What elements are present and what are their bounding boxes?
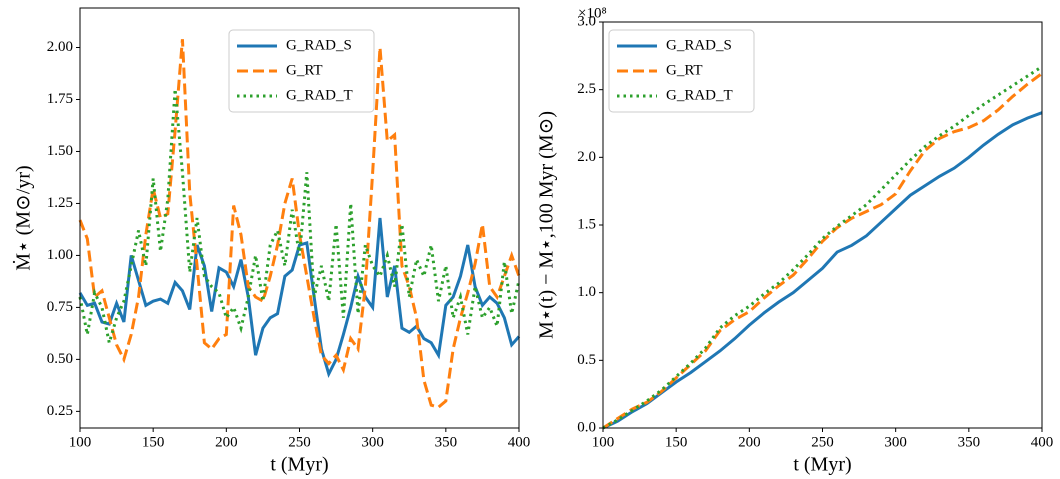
y-tick-label: 1.25 [47,195,73,211]
x-axis-label: t (Myr) [270,454,328,476]
x-tick-label: 300 [361,434,384,450]
y-tick-label: 1.75 [47,91,73,107]
legend-label: G_RAD_S [666,37,732,53]
x-tick-label: 200 [215,434,238,450]
x-tick-label: 150 [665,434,688,450]
legend-label: G_RT [286,62,323,78]
y-multiplier: ×10⁸ [578,5,607,21]
x-tick-label: 350 [435,434,458,450]
y-tick-label: 0.25 [47,403,73,419]
legend-label: G_RAD_T [286,87,353,103]
data-line [78,217,521,379]
data-line [602,65,1043,430]
y-tick-label: 2.0 [577,149,596,165]
y-axis-label: M⋆(t) − M⋆,100 Myr (M⊙) [536,111,558,339]
x-axis-label: t (Myr) [793,454,851,476]
x-tick-label: 100 [592,434,615,450]
y-tick-label: 2.5 [577,81,596,97]
legend-box [608,29,755,113]
x-tick-label: 300 [884,434,907,450]
y-tick-label: 0.0 [577,419,596,435]
legend-box [228,29,375,113]
y-tick-label: 1.00 [47,247,73,263]
legend-label: G_RAD_S [286,37,352,53]
y-tick-label: 2.00 [47,39,73,55]
x-tick-label: 350 [958,434,981,450]
data-line [78,88,521,344]
y-tick-label: 3.0 [577,13,596,29]
legend-label: G_RT [666,62,703,78]
data-line [602,111,1043,430]
y-axis-label: Ṁ⋆ (M⊙/yr) [12,165,35,270]
plot [602,65,1043,430]
legend-label: G_RAD_T [666,87,733,103]
y-tick-label: 1.0 [577,284,596,300]
y-tick-label: 1.50 [47,143,73,159]
x-tick-label: 250 [811,434,834,450]
x-tick-label: 200 [738,434,761,450]
x-tick-label: 250 [288,434,311,450]
y-tick-label: 1.5 [577,216,596,232]
data-line [602,72,1043,430]
x-tick-label: 400 [508,434,531,450]
y-tick-label: 0.50 [47,351,73,367]
x-tick-label: 100 [69,434,92,450]
y-tick-label: 0.75 [47,299,73,315]
y-tick-label: 0.5 [577,352,596,368]
x-tick-label: 150 [142,434,165,450]
x-tick-label: 400 [1031,434,1054,450]
plot [78,39,521,409]
data-line [78,39,521,409]
